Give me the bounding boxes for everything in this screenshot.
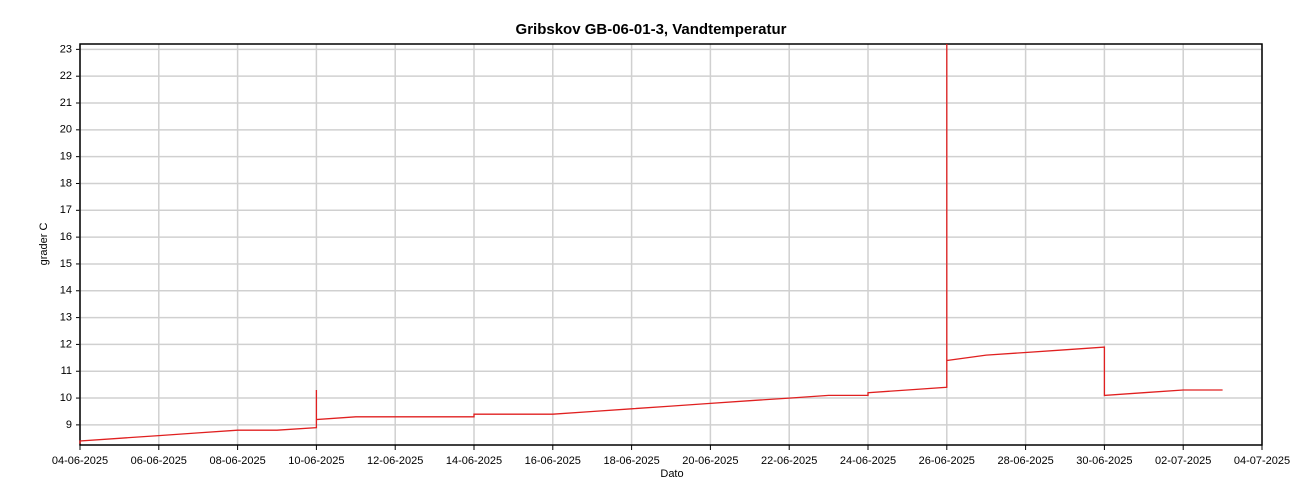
x-tick-label: 04-06-2025	[52, 455, 108, 467]
y-tick-label: 20	[60, 124, 72, 136]
x-tick-label: 28-06-2025	[997, 455, 1053, 467]
x-tick-label: 12-06-2025	[367, 455, 423, 467]
y-tick-label: 21	[60, 97, 72, 109]
x-tick-label: 20-06-2025	[682, 455, 738, 467]
chart-title: Gribskov GB-06-01-3, Vandtemperatur	[516, 21, 787, 38]
x-tick-label: 06-06-2025	[131, 455, 187, 467]
x-tick-label: 16-06-2025	[525, 455, 581, 467]
x-tick-label: 10-06-2025	[288, 455, 344, 467]
plot-frame	[79, 43, 1263, 446]
x-tick-label: 04-07-2025	[1234, 455, 1290, 467]
y-tick-label: 19	[60, 151, 72, 163]
y-tick-label: 16	[60, 231, 72, 243]
y-tick-label: 22	[60, 70, 72, 82]
y-tick-label: 9	[66, 419, 72, 431]
y-tick-label: 13	[60, 311, 72, 323]
y-tick-label: 12	[60, 338, 72, 350]
y-tick-label: 11	[61, 365, 72, 377]
y-tick-label: 17	[60, 204, 72, 216]
data-line	[79, 44, 1223, 444]
y-axis-label: grader C	[38, 223, 50, 266]
y-tick-label: 14	[60, 285, 72, 297]
x-tick-label: 02-07-2025	[1155, 455, 1211, 467]
x-tick-label: 26-06-2025	[919, 455, 975, 467]
y-tick-label: 15	[60, 258, 72, 270]
y-tick-label: 18	[60, 177, 72, 189]
x-tick-label: 22-06-2025	[761, 455, 817, 467]
y-tick-label: 23	[60, 43, 72, 55]
x-tick-label: 18-06-2025	[603, 455, 659, 467]
y-tick-label: 10	[60, 392, 72, 404]
x-tick-label: 24-06-2025	[840, 455, 896, 467]
x-tick-label: 08-06-2025	[209, 455, 265, 467]
x-tick-label: 30-06-2025	[1076, 455, 1132, 467]
x-tick-label: 14-06-2025	[446, 455, 502, 467]
x-axis-label: Dato	[660, 468, 683, 480]
